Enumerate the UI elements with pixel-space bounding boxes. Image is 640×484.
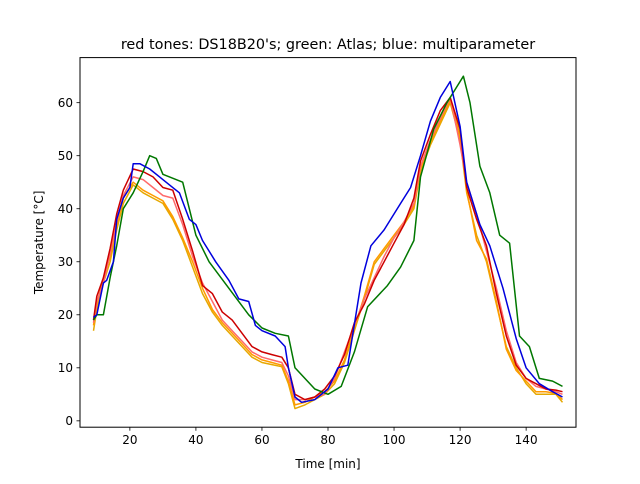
x-tick-label: 100 [383,433,406,447]
series-line-2 [92,99,564,406]
y-axis-label: Temperature [°C] [32,191,46,296]
x-tick-label: 60 [254,433,269,447]
x-tick-label: 80 [320,433,335,447]
y-tick-label: 40 [58,202,73,216]
chart-title: red tones: DS18B20's; green: Atlas; blue… [121,37,535,53]
y-tick-label: 0 [65,414,73,428]
series-lines [92,75,564,410]
x-tick-label: 40 [188,433,203,447]
x-axis-label: Time [min] [294,457,360,471]
y-tick-label: 10 [58,361,73,375]
x-tick-label: 120 [449,433,472,447]
series-line-6 [93,80,563,404]
series-line-5 [92,75,563,396]
y-tick-label: 50 [58,149,73,163]
x-tick-label: 140 [515,433,538,447]
y-tick-label: 60 [58,96,73,110]
series-line-4 [92,96,563,401]
x-axis-ticks: 20 40 60 80 100 120 140 [122,427,538,447]
x-tick-label: 20 [122,433,137,447]
y-axis-ticks: 0 10 20 30 40 50 60 [58,96,80,428]
y-tick-label: 30 [58,255,73,269]
y-tick-label: 20 [58,308,73,322]
